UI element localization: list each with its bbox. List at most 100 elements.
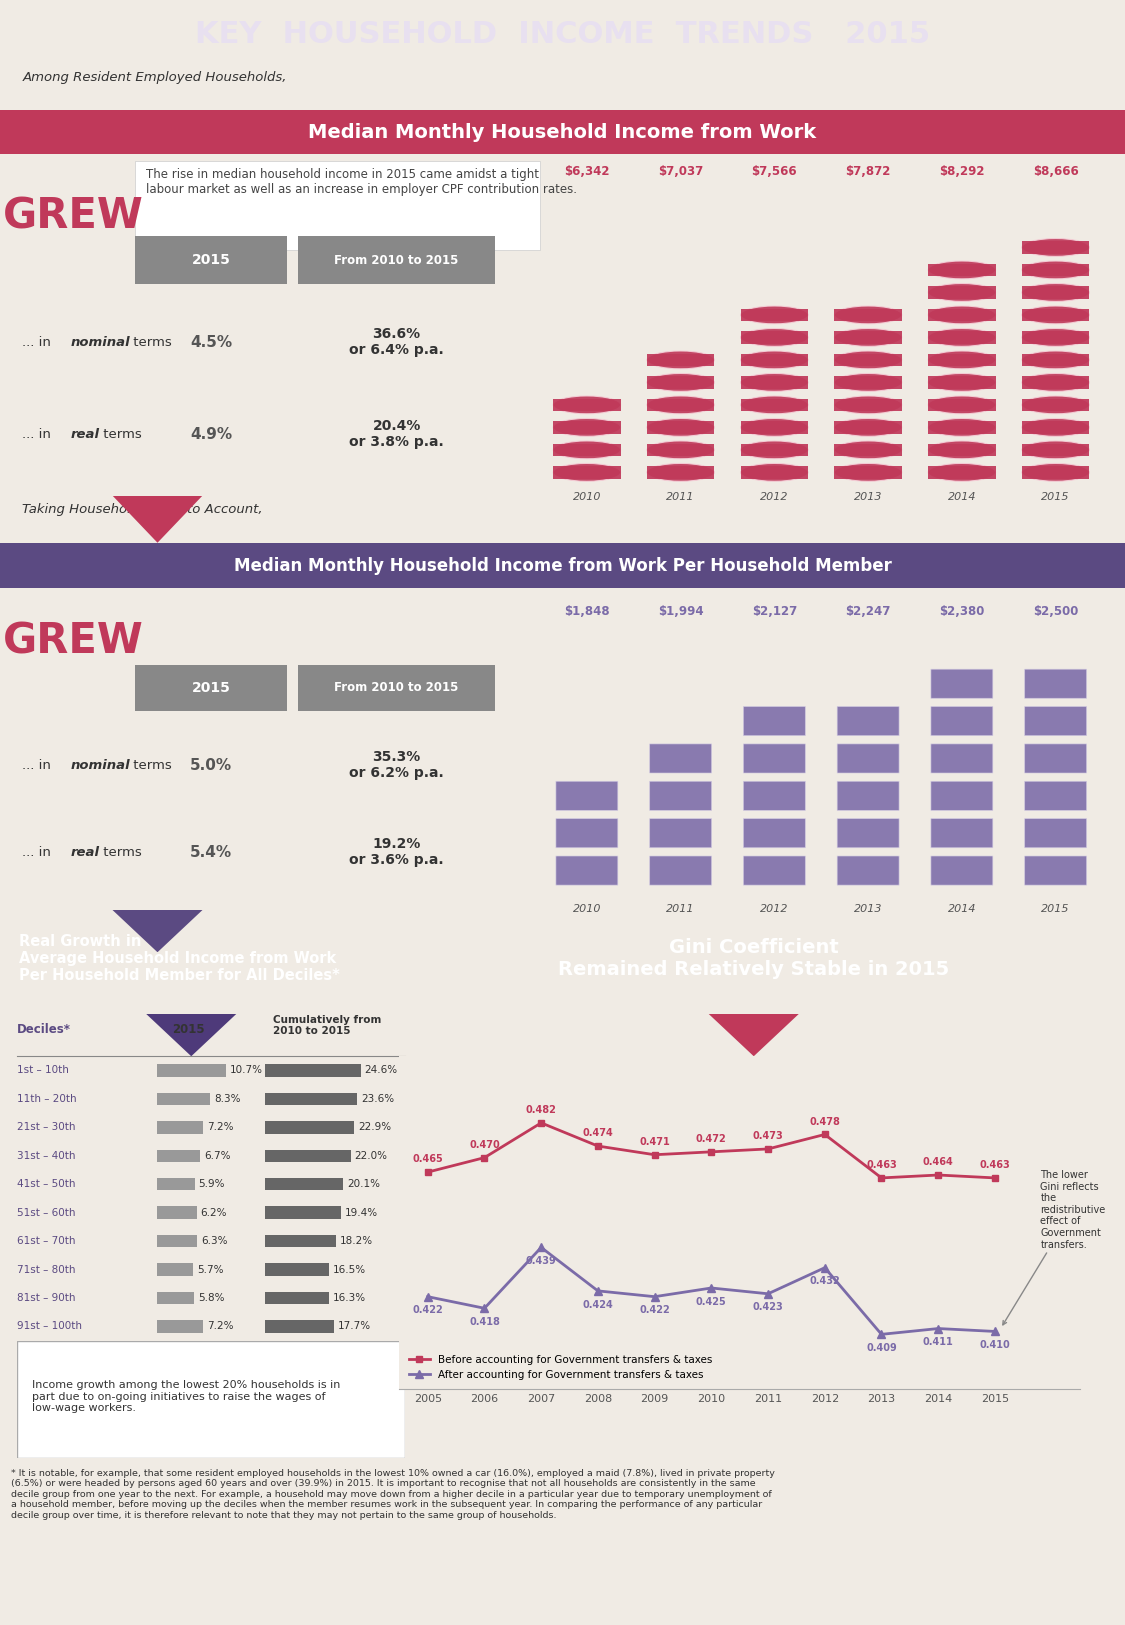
Text: 0.439: 0.439 xyxy=(525,1256,557,1266)
Ellipse shape xyxy=(740,351,808,369)
Ellipse shape xyxy=(1022,351,1089,369)
Bar xyxy=(928,444,996,457)
Text: 21st – 30th: 21st – 30th xyxy=(17,1123,75,1133)
Polygon shape xyxy=(709,1014,799,1056)
Text: The rise in median household income in 2015 came amidst a tight
labour market as: The rise in median household income in 2… xyxy=(146,167,577,197)
Bar xyxy=(928,286,996,299)
Text: 4.5%: 4.5% xyxy=(190,335,232,349)
FancyBboxPatch shape xyxy=(556,856,618,886)
Ellipse shape xyxy=(928,374,996,392)
Bar xyxy=(156,1092,210,1105)
FancyBboxPatch shape xyxy=(556,819,618,848)
Bar xyxy=(1022,466,1089,478)
Bar xyxy=(835,444,902,457)
Ellipse shape xyxy=(928,328,996,346)
Bar xyxy=(135,161,540,250)
Text: 6.2%: 6.2% xyxy=(200,1207,227,1217)
FancyBboxPatch shape xyxy=(932,819,993,848)
Text: 35.3%
or 6.2% p.a.: 35.3% or 6.2% p.a. xyxy=(349,751,444,780)
Text: 0.411: 0.411 xyxy=(922,1337,954,1347)
Text: 0.424: 0.424 xyxy=(583,1300,613,1310)
Bar xyxy=(835,375,902,388)
Text: 4.9%: 4.9% xyxy=(190,427,232,442)
Ellipse shape xyxy=(928,440,996,458)
Bar xyxy=(1022,332,1089,343)
Bar xyxy=(740,398,808,411)
Ellipse shape xyxy=(740,440,808,458)
Text: 0.409: 0.409 xyxy=(866,1342,897,1354)
Text: 5.7%: 5.7% xyxy=(197,1264,224,1274)
Text: 5.0%: 5.0% xyxy=(190,757,232,773)
Bar xyxy=(156,1235,197,1248)
Bar xyxy=(928,332,996,343)
Text: terms: terms xyxy=(99,845,142,858)
Text: 5.8%: 5.8% xyxy=(198,1294,225,1303)
Ellipse shape xyxy=(1022,283,1089,301)
Text: Gini Coefficient
Remained Relatively Stable in 2015: Gini Coefficient Remained Relatively Sta… xyxy=(558,938,950,980)
Bar xyxy=(740,354,808,366)
Text: Deciles*: Deciles* xyxy=(17,1024,71,1037)
Text: 0.464: 0.464 xyxy=(922,1157,954,1167)
Bar xyxy=(928,466,996,478)
Ellipse shape xyxy=(554,440,621,458)
Text: $8,666: $8,666 xyxy=(1033,164,1079,177)
Text: 2010: 2010 xyxy=(573,904,601,913)
Text: 2013: 2013 xyxy=(854,492,882,502)
Bar xyxy=(647,466,714,478)
Text: GREW: GREW xyxy=(2,621,144,663)
Ellipse shape xyxy=(647,396,714,414)
Text: From 2010 to 2015: From 2010 to 2015 xyxy=(334,681,459,694)
Bar xyxy=(1022,444,1089,457)
Bar xyxy=(647,444,714,457)
Text: $8,292: $8,292 xyxy=(939,164,984,177)
Ellipse shape xyxy=(554,419,621,436)
Ellipse shape xyxy=(928,396,996,414)
Bar xyxy=(1022,240,1089,254)
Ellipse shape xyxy=(740,463,808,481)
Text: $1,994: $1,994 xyxy=(658,604,703,618)
Ellipse shape xyxy=(1022,328,1089,346)
Text: 2015: 2015 xyxy=(172,1024,205,1037)
FancyBboxPatch shape xyxy=(932,856,993,886)
Bar xyxy=(1022,354,1089,366)
Text: 81st – 90th: 81st – 90th xyxy=(17,1294,75,1303)
Ellipse shape xyxy=(1022,396,1089,414)
FancyBboxPatch shape xyxy=(837,856,899,886)
Text: 2015: 2015 xyxy=(1042,492,1070,502)
Text: 0.472: 0.472 xyxy=(696,1134,727,1144)
Bar xyxy=(928,421,996,434)
Polygon shape xyxy=(112,496,202,543)
Text: 0.478: 0.478 xyxy=(809,1116,840,1126)
Bar xyxy=(1022,309,1089,322)
Text: 2011: 2011 xyxy=(666,904,695,913)
Bar xyxy=(554,421,621,434)
Text: 0.471: 0.471 xyxy=(639,1138,670,1147)
Ellipse shape xyxy=(740,396,808,414)
Bar xyxy=(740,375,808,388)
Text: 16.3%: 16.3% xyxy=(332,1294,366,1303)
FancyBboxPatch shape xyxy=(932,670,993,699)
Ellipse shape xyxy=(1022,419,1089,436)
Ellipse shape xyxy=(647,374,714,392)
Text: ... in: ... in xyxy=(22,759,55,772)
Bar xyxy=(835,309,902,322)
FancyBboxPatch shape xyxy=(932,782,993,811)
Text: 7.2%: 7.2% xyxy=(207,1321,234,1331)
Text: 0.465: 0.465 xyxy=(413,1154,443,1165)
FancyBboxPatch shape xyxy=(650,744,712,773)
Text: real: real xyxy=(71,427,100,440)
Legend: Before accounting for Government transfers & taxes, After accounting for Governm: Before accounting for Government transfe… xyxy=(405,1350,717,1384)
Bar xyxy=(740,332,808,343)
Text: Taking Household Size Into Account,: Taking Household Size Into Account, xyxy=(22,504,263,517)
FancyBboxPatch shape xyxy=(556,782,618,811)
Text: 0.473: 0.473 xyxy=(753,1131,783,1141)
Bar xyxy=(0,109,1125,154)
Ellipse shape xyxy=(835,328,902,346)
Ellipse shape xyxy=(928,306,996,323)
Bar xyxy=(266,1206,341,1219)
Text: 7.2%: 7.2% xyxy=(207,1123,234,1133)
Ellipse shape xyxy=(1022,463,1089,481)
FancyBboxPatch shape xyxy=(932,707,993,736)
Text: 22.9%: 22.9% xyxy=(358,1123,391,1133)
Bar xyxy=(266,1121,354,1134)
